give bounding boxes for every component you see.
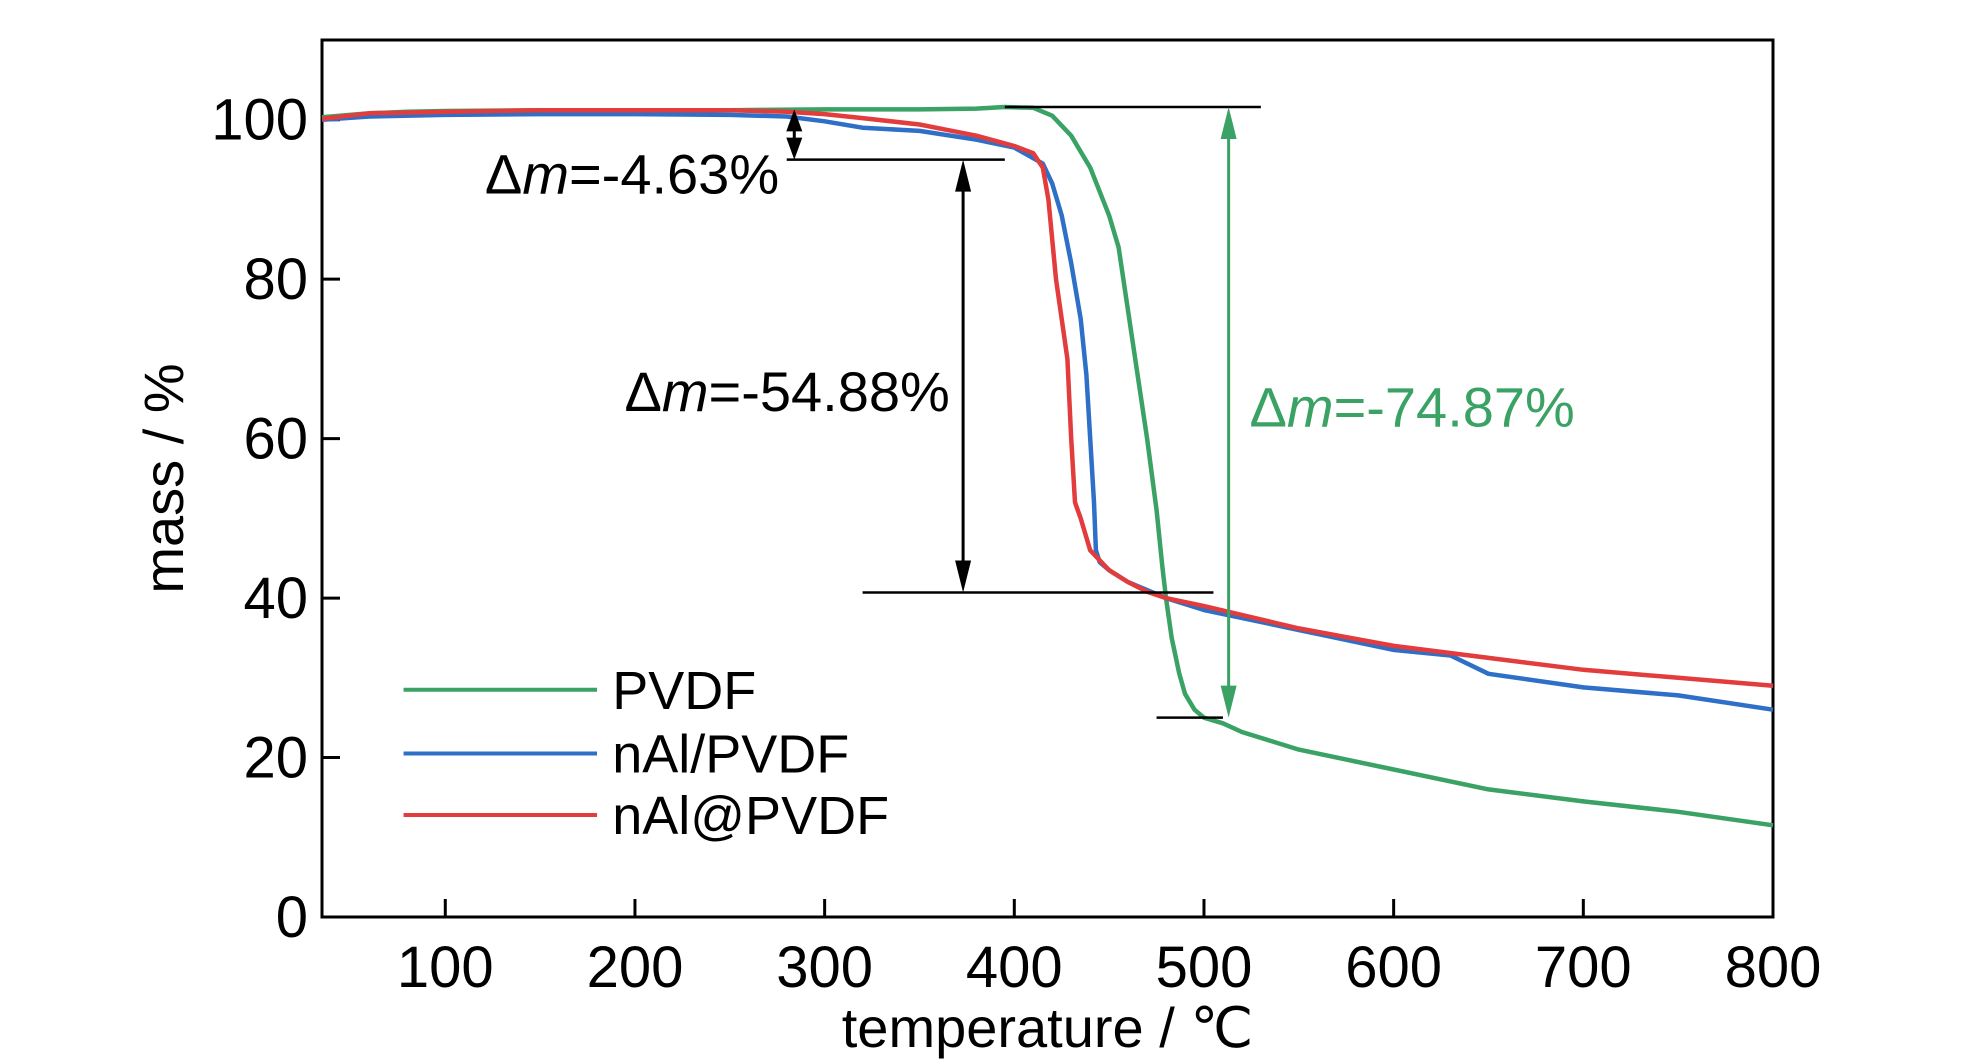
plot-frame [320,38,1775,919]
annotation-dm2-value: =-54.88% [709,360,950,423]
legend-label-pvdf: PVDF [612,661,756,721]
y-tick-label: 100 [211,88,308,153]
series-line-nal-at-pvdf [321,107,1774,689]
y-tick-label: 20 [243,726,308,791]
arrow-dm2-head-bottom [955,560,972,593]
arrow-dm2-head-top [955,159,972,192]
y-axis: 0 20 40 60 80 100 [211,88,340,950]
arrow-dm3-head-bottom [1220,685,1237,718]
arrow-dm3-head-top [1220,106,1237,139]
annotation-dm3-delta: Δ [1250,376,1287,439]
legend-label-nal-pvdf: nAl/PVDF [612,725,849,785]
annotation-lines [786,105,1261,719]
annotation-dm2-delta: Δ [624,360,661,423]
series-line-nal-pvdf [321,111,1774,712]
x-tick-label: 400 [966,935,1063,1000]
arrow-dm1-head-bottom [786,137,803,160]
y-axis-title: mass / % [132,363,195,593]
legend: PVDF nAl/PVDF nAl@PVDF [403,661,889,846]
series-line-pvdf [321,104,1774,828]
annotation-dm3: Δm=-74.87% [1250,376,1575,439]
annotation-dm1-delta: Δ [485,143,522,206]
annotation-dm3-value: =-74.87% [1334,376,1575,439]
annotation-dm1-var: m [522,143,569,206]
series-layer [321,104,1774,828]
x-axis-title: temperature / ℃ [842,996,1254,1059]
arrow-dm1-head-top [786,109,803,132]
x-tick-label: 600 [1345,935,1442,1000]
x-tick-label: 700 [1535,935,1632,1000]
x-axis: 100 200 300 400 500 600 700 800 [397,899,1821,1000]
x-tick-label: 300 [776,935,873,1000]
y-tick-label: 40 [243,566,308,631]
y-tick-label: 60 [243,407,308,472]
x-tick-label: 100 [397,935,494,1000]
annotation-dm1: Δm=-4.63% [485,143,779,206]
annotation-dm2-var: m [662,360,709,423]
x-tick-label: 800 [1725,935,1822,1000]
annotation-dm3-var: m [1287,376,1334,439]
legend-label-nal-at-pvdf: nAl@PVDF [612,786,889,846]
y-tick-label: 0 [276,885,308,950]
x-tick-label: 500 [1156,935,1253,1000]
annotation-dm1-value: =-4.63% [569,143,779,206]
x-tick-label: 200 [587,935,684,1000]
annotation-dm2: Δm=-54.88% [624,360,949,423]
y-tick-label: 80 [243,247,308,312]
